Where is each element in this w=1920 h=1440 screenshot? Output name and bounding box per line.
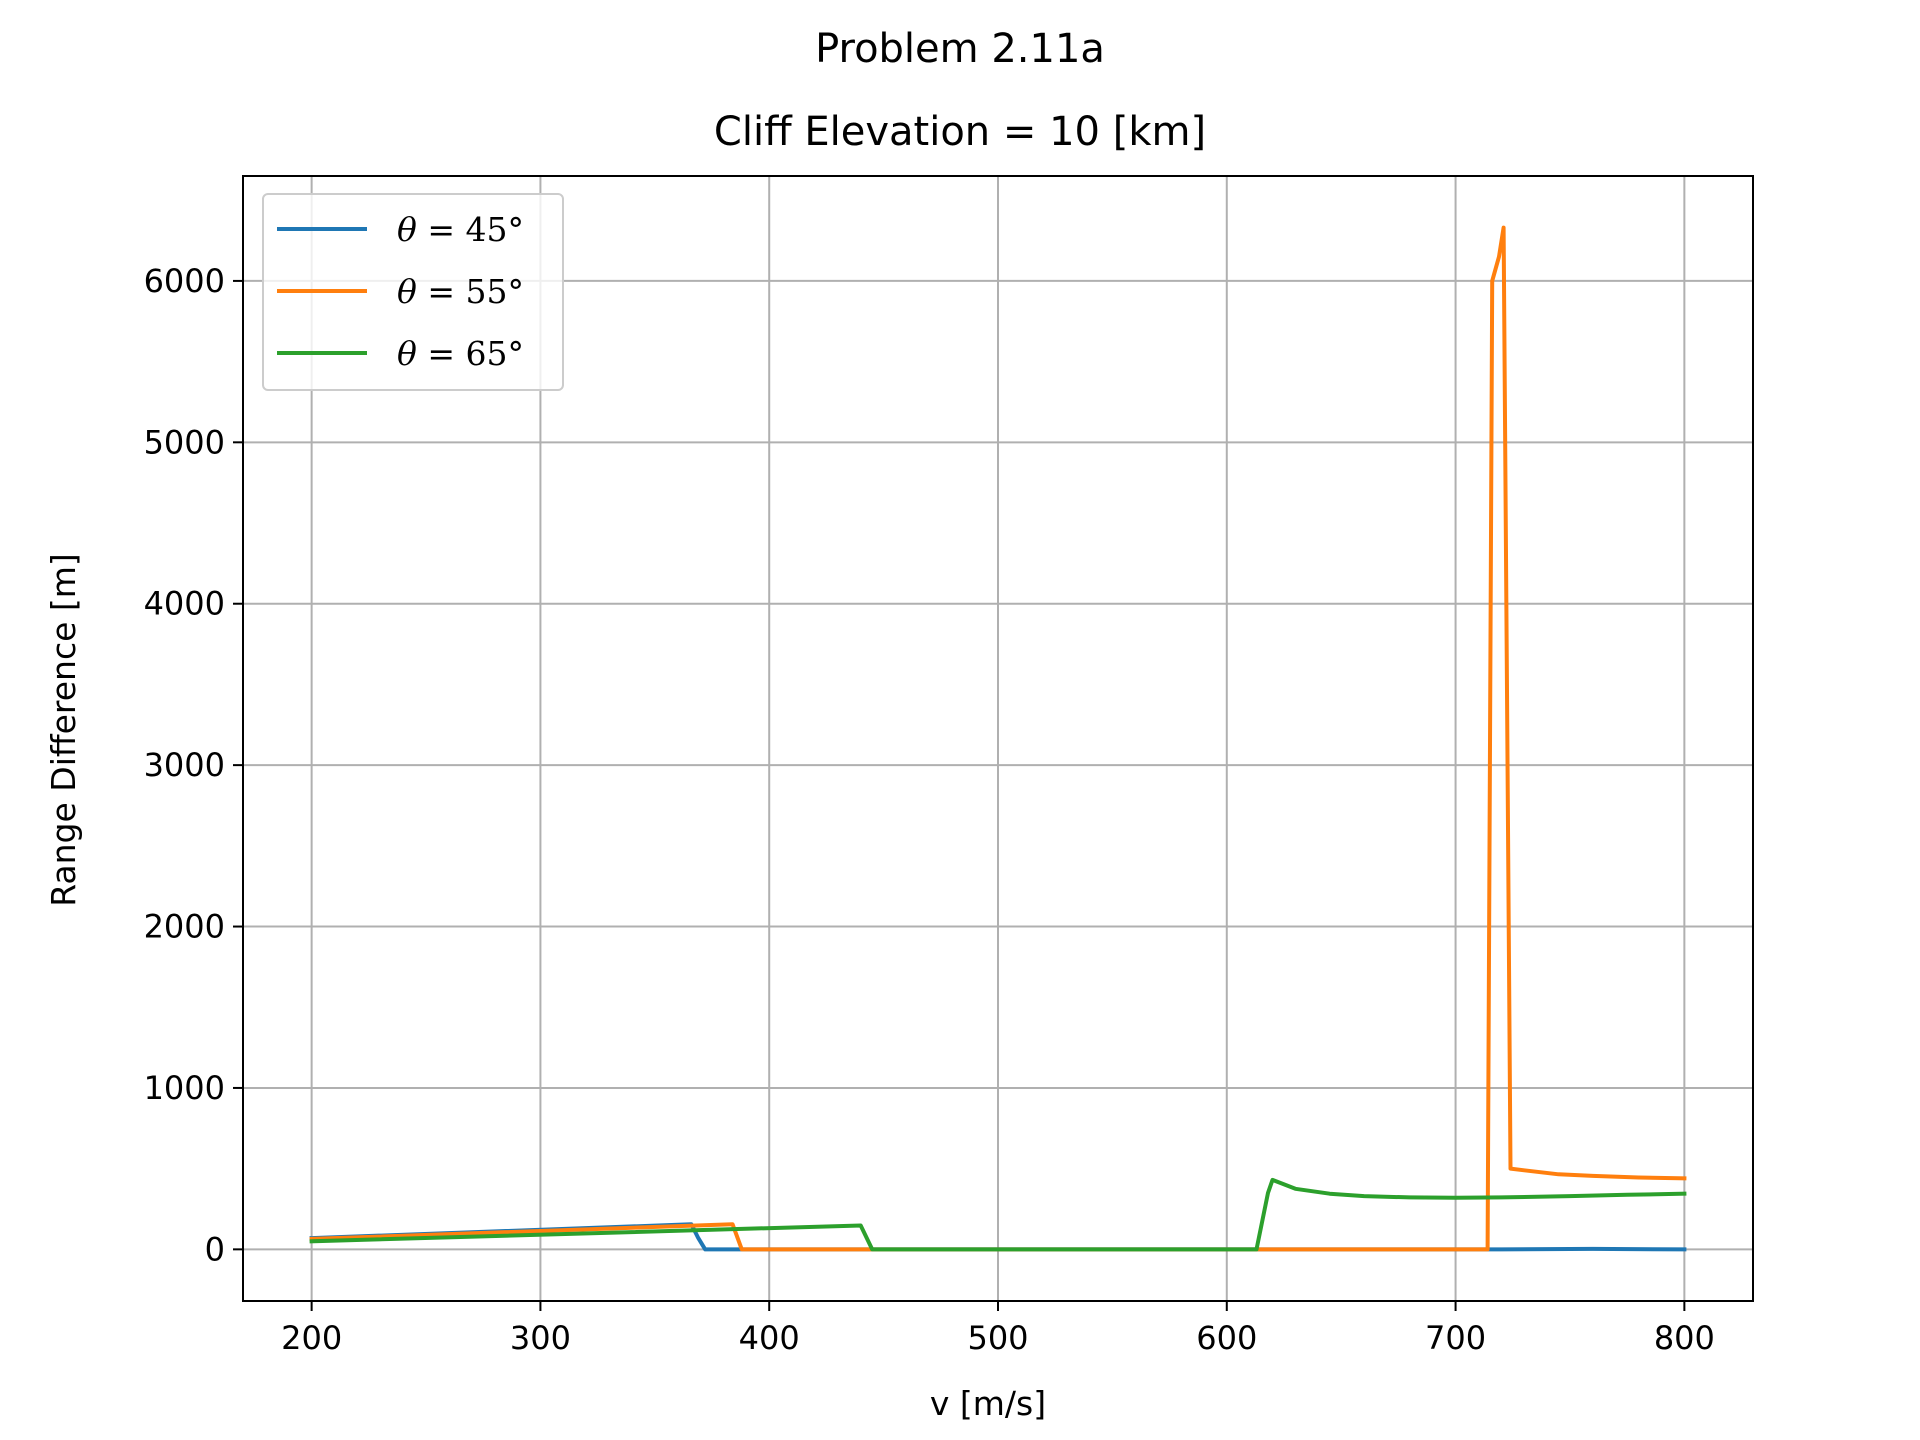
legend-symbol: θ [397, 210, 417, 249]
y-tick-label: 4000 [144, 585, 225, 623]
x-tick-label: 600 [1196, 1319, 1257, 1357]
x-tick-label: 300 [510, 1319, 571, 1357]
chart-suptitle: Problem 2.11a [815, 26, 1105, 72]
y-tick-label: 5000 [144, 423, 225, 461]
series-line-3 [309, 1177, 1687, 1252]
legend-value: = 45° [417, 210, 524, 249]
x-axis-label: v [m/s] [930, 1384, 1046, 1423]
legend-box [262, 193, 564, 391]
y-tick-label: 6000 [144, 262, 225, 300]
grid [243, 176, 1753, 1301]
y-tick-label: 3000 [144, 746, 225, 784]
y-axis-label: Range Difference [m] [44, 553, 83, 907]
x-tick-label: 200 [281, 1319, 342, 1357]
legend-entry-3: θ = 65° [397, 334, 524, 373]
legend-entry-1: θ = 45° [397, 210, 524, 249]
y-tick-label: 0 [205, 1230, 225, 1268]
x-tick-label: 400 [739, 1319, 800, 1357]
legend-value: = 55° [417, 272, 524, 311]
x-tick-label: 700 [1425, 1319, 1486, 1357]
legend: θ = 45°θ = 55°θ = 65° [262, 193, 564, 391]
series-line-2 [309, 225, 1687, 1252]
legend-value: = 65° [417, 334, 524, 373]
chart-title: Cliff Elevation = 10 [km] [714, 109, 1206, 155]
x-tick-label: 500 [967, 1319, 1028, 1357]
x-tick-label: 800 [1654, 1319, 1715, 1357]
y-tick-label: 2000 [144, 908, 225, 946]
legend-entry-2: θ = 55° [397, 272, 524, 311]
y-tick-label: 1000 [144, 1069, 225, 1107]
legend-symbol: θ [397, 334, 417, 373]
legend-symbol: θ [397, 272, 417, 311]
axis-ticks: 200 300 400 500 600 700 800 0 1000 2000 3000 4000 50… [144, 262, 1715, 1357]
series-lines [309, 225, 1687, 1252]
